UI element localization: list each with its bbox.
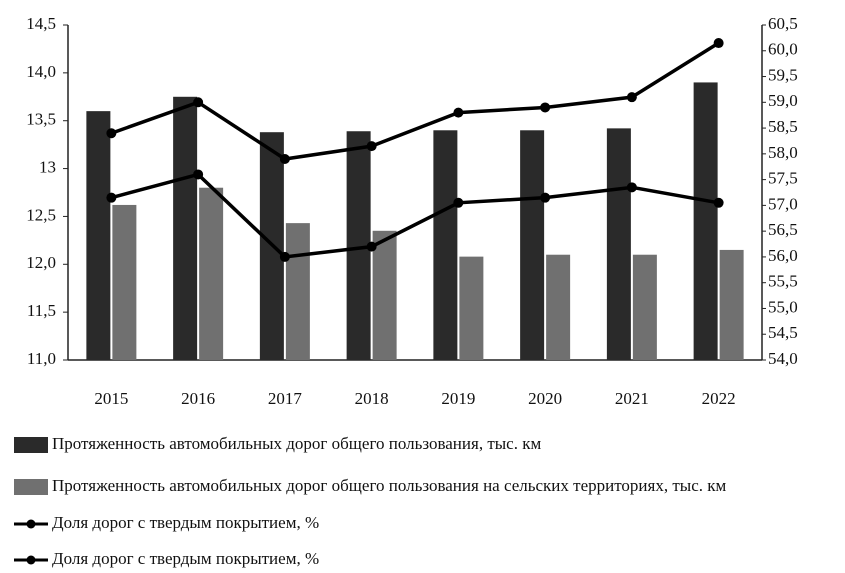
y2-tick-label: 59,5 (768, 65, 798, 84)
x-tick-label: 2016 (181, 389, 215, 408)
legend-label: Протяженность автомобильных дорог общего… (52, 434, 541, 453)
x-tick-label: 2019 (441, 389, 475, 408)
y-tick-label: 14,5 (26, 14, 56, 33)
point (453, 107, 464, 118)
y2-tick-label: 57,5 (768, 169, 798, 188)
y2-tick-label: 55,0 (768, 297, 798, 316)
bar (433, 130, 458, 360)
point (279, 154, 290, 164)
legend-point (26, 519, 36, 529)
point (193, 97, 204, 108)
bar (86, 111, 111, 361)
x-tick-label: 2015 (94, 389, 128, 408)
point (366, 141, 377, 152)
legend-swatch (14, 437, 48, 453)
x-tick-label: 2018 (355, 389, 389, 408)
legend-label: Доля дорог с твердым покрытием, % (52, 549, 319, 568)
bar (719, 249, 744, 360)
legend-label: Доля дорог с твердым покрытием, % (52, 513, 319, 532)
legend-label: Протяженность автомобильных дорог общего… (52, 476, 727, 495)
y2-tick-label: 54,5 (768, 323, 798, 342)
point (626, 182, 637, 193)
line (110, 41, 720, 161)
x-tick-label: 2021 (615, 389, 649, 408)
point (713, 38, 724, 49)
point (540, 192, 551, 203)
y2-tick-label: 59,0 (768, 91, 798, 110)
y-tick-label: 11,5 (27, 301, 56, 320)
x-tick-label: 2022 (702, 389, 736, 408)
y-tick-label: 13 (39, 157, 56, 176)
bar (459, 256, 484, 360)
point (106, 192, 117, 203)
point (626, 92, 637, 103)
bar (520, 130, 545, 360)
y-tick-label: 11,0 (27, 349, 56, 368)
point (279, 251, 290, 262)
x-tick-label: 2017 (268, 389, 303, 408)
y2-tick-label: 60,0 (768, 40, 798, 59)
legend-point (26, 555, 36, 565)
point (366, 241, 377, 252)
legend-swatch (14, 479, 48, 495)
bar (199, 187, 224, 360)
bar (606, 128, 631, 360)
y2-tick-label: 56,5 (768, 220, 798, 239)
bar (285, 223, 310, 360)
point (106, 128, 117, 139)
bar (632, 254, 657, 360)
x-tick-label: 2020 (528, 389, 562, 408)
y-tick-label: 12,5 (26, 205, 56, 224)
y-tick-label: 12,0 (26, 253, 56, 272)
point (453, 197, 464, 208)
y2-tick-label: 54,0 (768, 349, 798, 368)
y2-tick-label: 56,0 (768, 246, 798, 265)
y-tick-label: 13,5 (26, 110, 56, 129)
line (110, 172, 719, 259)
point (540, 102, 551, 113)
point (713, 197, 724, 208)
y2-tick-label: 60,5 (768, 14, 798, 33)
bar (173, 96, 198, 361)
y2-tick-label: 55,5 (768, 272, 798, 291)
bar (112, 204, 137, 360)
y2-tick-label: 58,0 (768, 143, 798, 162)
y2-tick-label: 58,5 (768, 117, 798, 136)
bar (546, 254, 571, 360)
y-tick-label: 14,0 (26, 62, 56, 81)
bar (372, 230, 397, 360)
point (193, 169, 204, 180)
y2-tick-label: 57,0 (768, 194, 798, 213)
bar (693, 82, 718, 360)
